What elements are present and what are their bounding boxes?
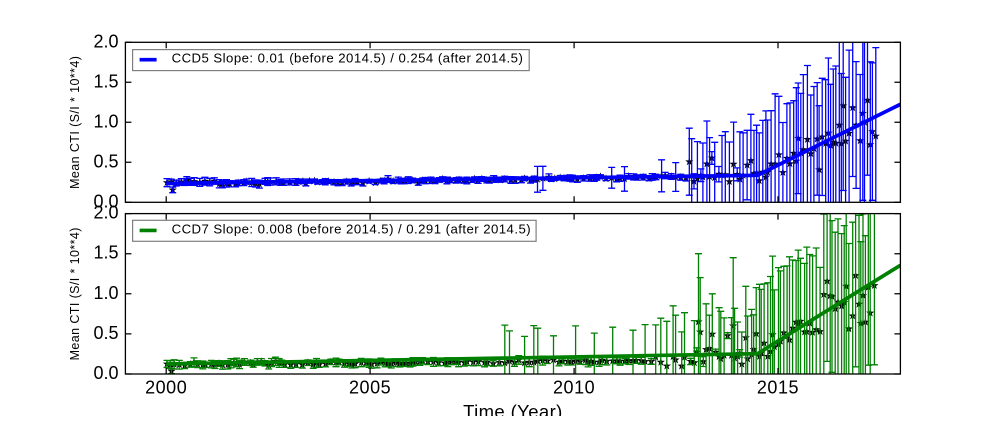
- svg-text:0.0: 0.0: [93, 363, 118, 383]
- svg-text:2000: 2000: [145, 378, 187, 398]
- svg-text:1.0: 1.0: [93, 111, 118, 131]
- svg-text:2.0: 2.0: [93, 203, 118, 223]
- svg-text:2005: 2005: [349, 378, 391, 398]
- svg-text:Time (Year): Time (Year): [463, 401, 563, 416]
- svg-text:1.0: 1.0: [93, 283, 118, 303]
- svg-text:Mean CTI (S/I * 10**4): Mean CTI (S/I * 10**4): [68, 227, 82, 360]
- svg-text:2010: 2010: [553, 378, 595, 398]
- svg-text:CCD5 Slope: 0.01 (before 2014.: CCD5 Slope: 0.01 (before 2014.5) / 0.254…: [172, 51, 524, 66]
- svg-text:Mean CTI (S/I * 10**4): Mean CTI (S/I * 10**4): [68, 56, 82, 189]
- svg-text:2015: 2015: [757, 378, 799, 398]
- svg-text:0.0: 0.0: [93, 191, 118, 211]
- svg-text:0.5: 0.5: [93, 323, 118, 343]
- svg-text:0.5: 0.5: [93, 151, 118, 171]
- svg-text:2.0: 2.0: [93, 31, 118, 51]
- svg-text:1.5: 1.5: [93, 243, 118, 263]
- svg-text:1.5: 1.5: [93, 71, 118, 91]
- svg-text:CCD7 Slope: 0.008 (before 2014: CCD7 Slope: 0.008 (before 2014.5) / 0.29…: [172, 221, 531, 236]
